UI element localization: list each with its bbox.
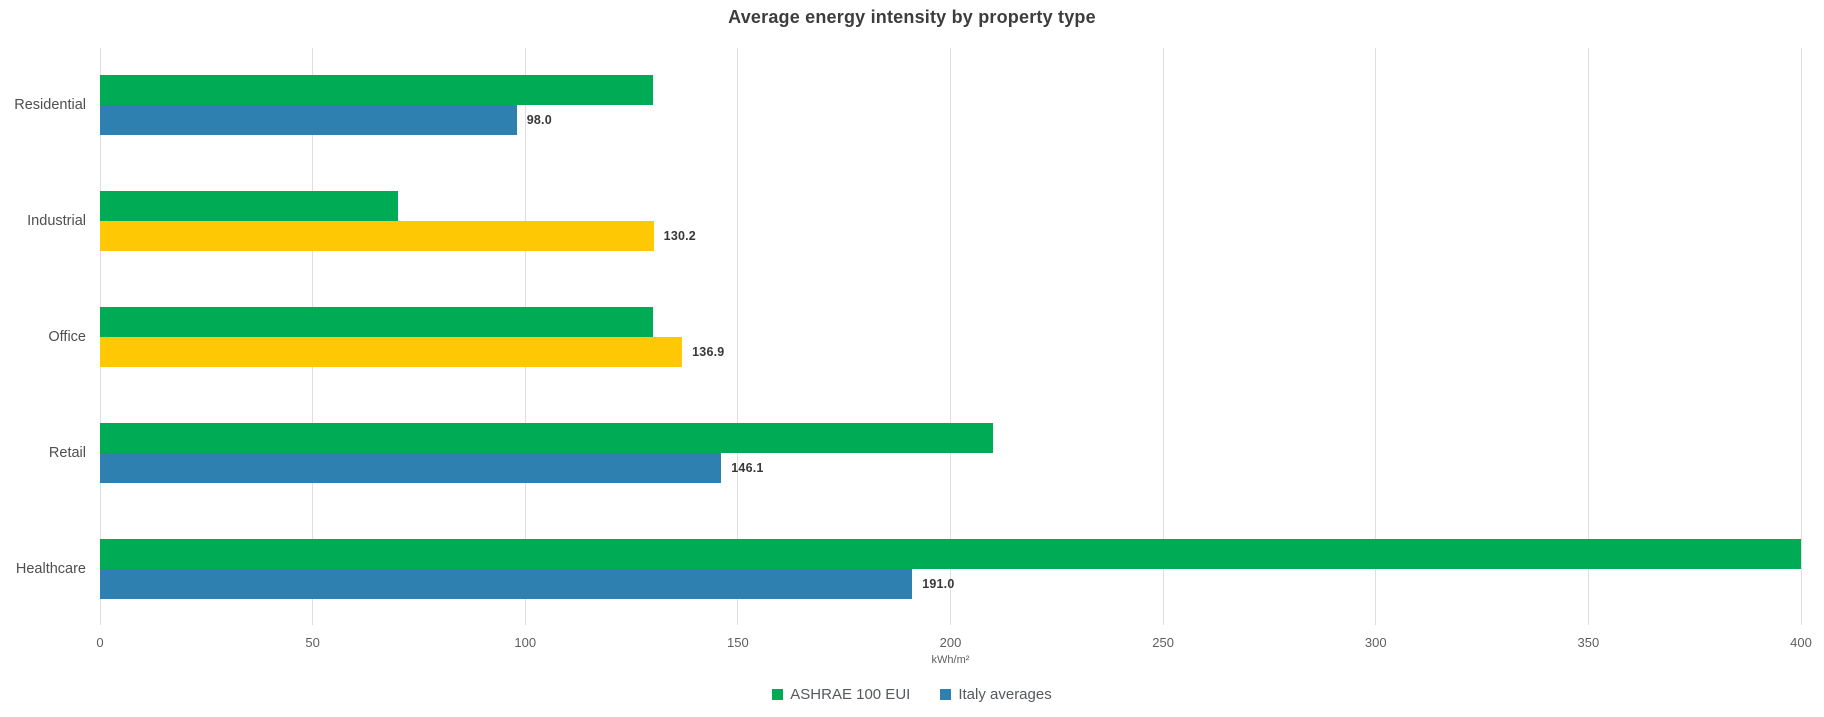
gridline-300 (1375, 48, 1377, 625)
legend-item-italy: Italy averages (940, 686, 1052, 703)
bar-ashrae-healthcare (100, 539, 1801, 570)
x-tick-label-400: 400 (1790, 635, 1812, 650)
legend-label-italy: Italy averages (958, 686, 1052, 703)
category-label-office: Office (48, 329, 86, 345)
legend: ASHRAE 100 EUI Italy averages (0, 686, 1824, 703)
value-label-healthcare: 191.0 (922, 577, 955, 592)
bar-ashrae-industrial (100, 190, 398, 221)
category-label-industrial: Industrial (27, 212, 86, 229)
x-tick-label-150: 150 (727, 635, 749, 650)
gridline-400 (1800, 48, 1802, 625)
gridline-250 (1162, 48, 1164, 625)
bar-italy-residential (100, 104, 517, 135)
bar-italy-healthcare (100, 569, 913, 600)
chart-title: Average energy intensity by property typ… (728, 7, 1096, 27)
x-tick-label-250: 250 (1152, 635, 1174, 650)
bar-ashrae-office (100, 307, 653, 337)
category-label-retail: Retail (48, 445, 86, 462)
gridline-150 (737, 48, 739, 625)
category-label-healthcare: Healthcare (15, 561, 86, 578)
x-tick-label-350: 350 (1577, 635, 1600, 650)
x-tick-label-200: 200 (939, 635, 962, 650)
legend-label-ashrae: ASHRAE 100 EUI (790, 686, 911, 703)
value-label-retail: 146.1 (731, 461, 764, 476)
gridline-350 (1587, 48, 1589, 625)
x-tick-label-0: 0 (96, 635, 104, 650)
value-label-office: 136.9 (692, 345, 725, 359)
bar-italy-retail (100, 453, 722, 484)
x-tick-label-50: 50 (305, 635, 320, 650)
gridline-200 (950, 48, 951, 625)
x-tick-label-300: 300 (1364, 635, 1387, 650)
x-tick-label-100: 100 (514, 635, 537, 650)
legend-swatch-ashrae (772, 689, 784, 700)
category-label-residential: Residential (14, 96, 86, 113)
x-axis-unit-label: kWh/m² (931, 654, 970, 666)
bar-ashrae-retail (100, 423, 994, 454)
bar-italy-industrial (100, 220, 654, 251)
bar-italy-office (100, 337, 683, 367)
value-label-industrial: 130.2 (663, 228, 696, 243)
bar-ashrae-residential (100, 74, 653, 105)
legend-item-ashrae: ASHRAE 100 EUI (772, 686, 910, 703)
legend-swatch-italy (940, 689, 952, 700)
value-label-residential: 98.0 (526, 112, 552, 127)
